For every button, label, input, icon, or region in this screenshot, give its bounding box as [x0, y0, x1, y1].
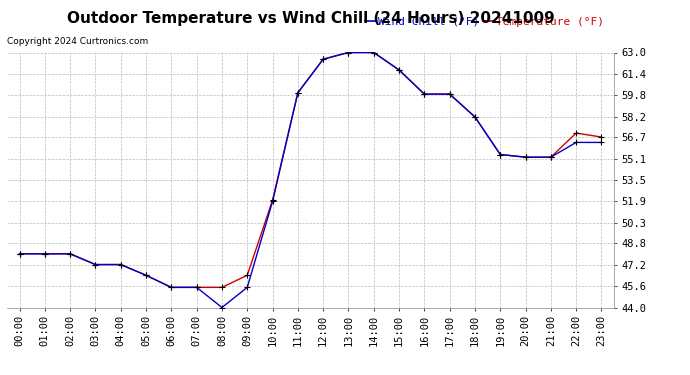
- Legend: Wind Chill (°F), Temperature (°F): Wind Chill (°F), Temperature (°F): [360, 12, 609, 31]
- Text: Outdoor Temperature vs Wind Chill (24 Hours) 20241009: Outdoor Temperature vs Wind Chill (24 Ho…: [67, 11, 554, 26]
- Text: Copyright 2024 Curtronics.com: Copyright 2024 Curtronics.com: [7, 38, 148, 46]
